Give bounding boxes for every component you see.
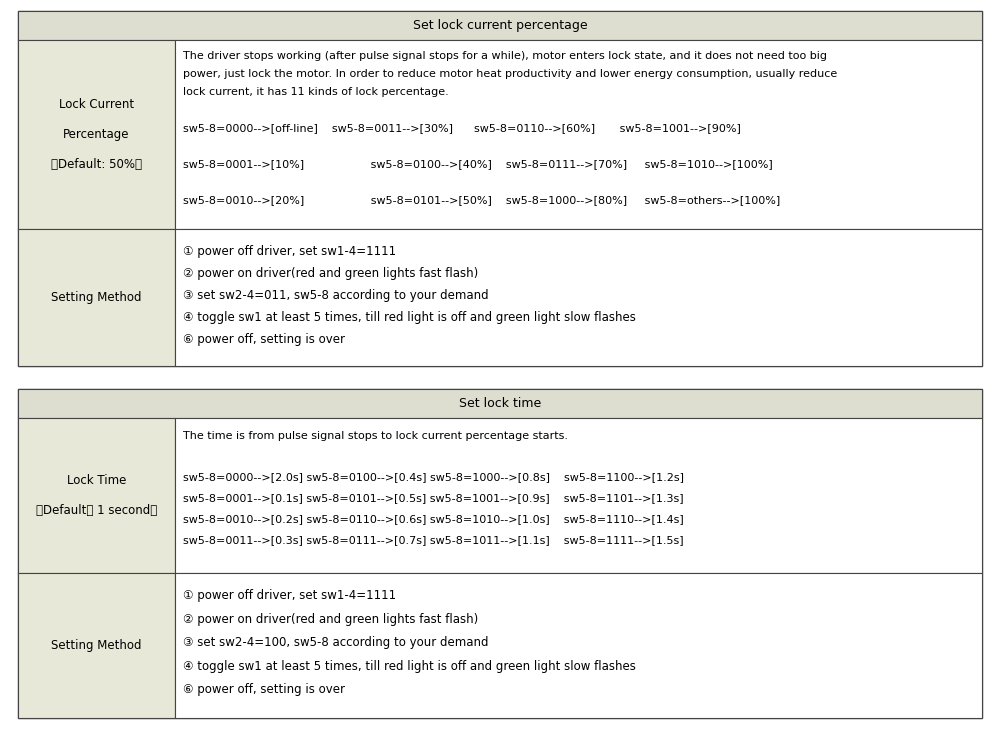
Bar xyxy=(18,40,175,230)
Text: ④ toggle sw1 at least 5 times, till red light is off and green light slow flashe: ④ toggle sw1 at least 5 times, till red … xyxy=(183,311,636,324)
Bar xyxy=(18,573,175,718)
Text: ③ set sw2-4=100, sw5-8 according to your demand: ③ set sw2-4=100, sw5-8 according to your… xyxy=(183,636,489,650)
Bar xyxy=(18,11,982,366)
Bar xyxy=(18,389,982,718)
Bar xyxy=(18,11,982,40)
Text: sw5-8=0000-->[off-line]    sw5-8=0011-->[30%]      sw5-8=0110-->[60%]       sw5-: sw5-8=0000-->[off-line] sw5-8=0011-->[30… xyxy=(183,123,741,133)
Text: sw5-8=0010-->[20%]                   sw5-8=0101-->[50%]    sw5-8=1000-->[80%]   : sw5-8=0010-->[20%] sw5-8=0101-->[50%] sw… xyxy=(183,195,780,205)
Text: Set lock current percentage: Set lock current percentage xyxy=(413,19,587,32)
Text: ③ set sw2-4=011, sw5-8 according to your demand: ③ set sw2-4=011, sw5-8 according to your… xyxy=(183,289,489,302)
Text: ④ toggle sw1 at least 5 times, till red light is off and green light slow flashe: ④ toggle sw1 at least 5 times, till red … xyxy=(183,660,636,673)
Text: sw5-8=0001-->[10%]                   sw5-8=0100-->[40%]    sw5-8=0111-->[70%]   : sw5-8=0001-->[10%] sw5-8=0100-->[40%] sw… xyxy=(183,159,773,169)
Text: ① power off driver, set sw1-4=1111: ① power off driver, set sw1-4=1111 xyxy=(183,590,396,602)
Text: Lock Time

（Default： 1 second）: Lock Time （Default： 1 second） xyxy=(36,474,157,517)
Bar xyxy=(18,418,175,573)
Text: Setting Method: Setting Method xyxy=(51,639,142,652)
Text: sw5-8=0000-->[2.0s] sw5-8=0100-->[0.4s] sw5-8=1000-->[0.8s]    sw5-8=1100-->[1.2: sw5-8=0000-->[2.0s] sw5-8=0100-->[0.4s] … xyxy=(183,472,684,483)
Text: sw5-8=0001-->[0.1s] sw5-8=0101-->[0.5s] sw5-8=1001-->[0.9s]    sw5-8=1101-->[1.3: sw5-8=0001-->[0.1s] sw5-8=0101-->[0.5s] … xyxy=(183,494,684,503)
Text: lock current, it has 11 kinds of lock percentage.: lock current, it has 11 kinds of lock pe… xyxy=(183,87,449,97)
Bar xyxy=(18,389,982,418)
Text: ① power off driver, set sw1-4=1111: ① power off driver, set sw1-4=1111 xyxy=(183,245,396,258)
Bar xyxy=(18,230,175,366)
Bar xyxy=(175,230,982,366)
Text: ⑥ power off, setting is over: ⑥ power off, setting is over xyxy=(183,333,345,346)
Text: sw5-8=0010-->[0.2s] sw5-8=0110-->[0.6s] sw5-8=1010-->[1.0s]    sw5-8=1110-->[1.4: sw5-8=0010-->[0.2s] sw5-8=0110-->[0.6s] … xyxy=(183,514,684,524)
Text: The driver stops working (after pulse signal stops for a while), motor enters lo: The driver stops working (after pulse si… xyxy=(183,51,827,61)
Text: ② power on driver(red and green lights fast flash): ② power on driver(red and green lights f… xyxy=(183,267,478,280)
Text: ② power on driver(red and green lights fast flash): ② power on driver(red and green lights f… xyxy=(183,613,478,626)
Text: The time is from pulse signal stops to lock current percentage starts.: The time is from pulse signal stops to l… xyxy=(183,431,568,441)
Text: ⑥ power off, setting is over: ⑥ power off, setting is over xyxy=(183,683,345,696)
Text: Setting Method: Setting Method xyxy=(51,291,142,304)
Bar xyxy=(175,418,982,573)
Text: Lock Current

Percentage

（Default: 50%）: Lock Current Percentage （Default: 50%） xyxy=(51,98,142,171)
Text: power, just lock the motor. In order to reduce motor heat productivity and lower: power, just lock the motor. In order to … xyxy=(183,69,837,79)
Bar xyxy=(175,573,982,718)
Text: sw5-8=0011-->[0.3s] sw5-8=0111-->[0.7s] sw5-8=1011-->[1.1s]    sw5-8=1111-->[1.5: sw5-8=0011-->[0.3s] sw5-8=0111-->[0.7s] … xyxy=(183,535,684,545)
Bar xyxy=(175,40,982,230)
Text: Set lock time: Set lock time xyxy=(459,397,541,410)
